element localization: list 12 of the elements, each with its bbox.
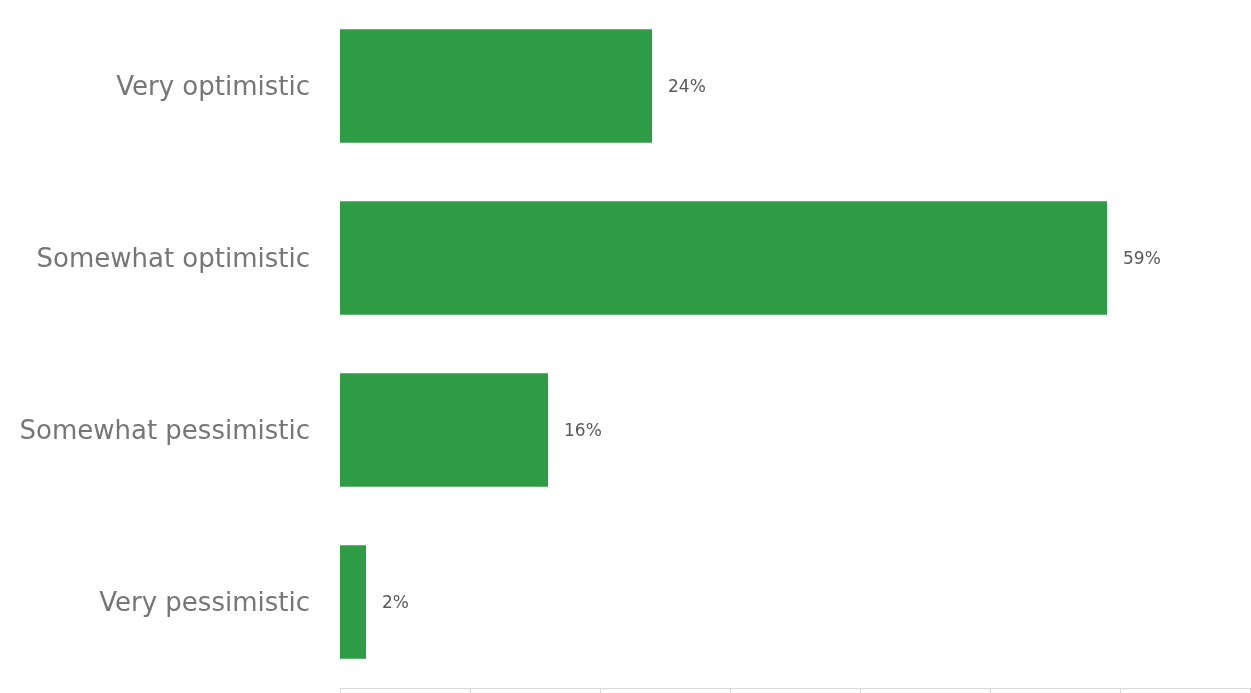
bar bbox=[340, 545, 366, 659]
data-label: 2% bbox=[382, 592, 409, 612]
y-tick-label: Somewhat optimistic bbox=[36, 243, 310, 273]
data-label: 16% bbox=[564, 420, 602, 440]
y-tick-label: Very optimistic bbox=[116, 71, 310, 101]
data-label: 24% bbox=[668, 76, 706, 96]
y-tick-label: Somewhat pessimistic bbox=[19, 415, 310, 445]
bar bbox=[340, 29, 652, 143]
data-label: 59% bbox=[1123, 248, 1161, 268]
bar bbox=[340, 201, 1107, 315]
bar bbox=[340, 373, 548, 487]
y-tick-label: Very pessimistic bbox=[99, 587, 310, 617]
